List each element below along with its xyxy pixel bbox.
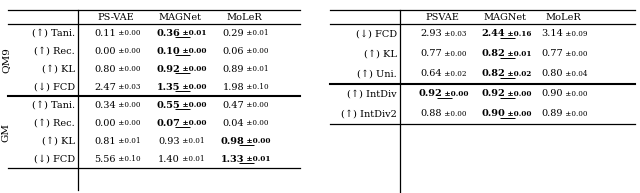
Text: ±0.00: ±0.00	[442, 50, 467, 58]
Text: ±0.00: ±0.00	[180, 65, 207, 73]
Text: (↑) KL: (↑) KL	[42, 136, 75, 146]
Text: (↑) Rec.: (↑) Rec.	[35, 47, 75, 56]
Text: 0.82: 0.82	[481, 69, 505, 79]
Text: ±0.01: ±0.01	[244, 155, 271, 163]
Text: ±0.01: ±0.01	[180, 29, 207, 37]
Text: ±0.01: ±0.01	[244, 29, 269, 37]
Text: ±0.02: ±0.02	[442, 70, 467, 78]
Text: ±0.10: ±0.10	[116, 155, 141, 163]
Text: 0.04: 0.04	[222, 119, 244, 128]
Text: 0.77: 0.77	[541, 49, 563, 58]
Text: (↑) KL: (↑) KL	[364, 49, 397, 58]
Text: (↑) IntDiv2: (↑) IntDiv2	[341, 109, 397, 119]
Text: ±0.09: ±0.09	[563, 30, 588, 38]
Text: ±0.00: ±0.00	[244, 137, 271, 145]
Text: 0.64: 0.64	[420, 69, 442, 79]
Text: 0.07: 0.07	[156, 119, 180, 128]
Text: 2.47: 2.47	[94, 82, 116, 91]
Text: ±0.10: ±0.10	[244, 83, 269, 91]
Text: 0.92: 0.92	[481, 90, 505, 98]
Text: ±0.00: ±0.00	[563, 110, 588, 118]
Text: ±0.00: ±0.00	[180, 83, 207, 91]
Text: ±0.00: ±0.00	[180, 119, 207, 127]
Text: ±0.00: ±0.00	[244, 119, 269, 127]
Text: ±0.00: ±0.00	[505, 110, 531, 118]
Text: ±0.01: ±0.01	[180, 155, 205, 163]
Text: 0.77: 0.77	[420, 49, 442, 58]
Text: 0.06: 0.06	[223, 47, 244, 56]
Text: 0.81: 0.81	[94, 136, 116, 146]
Text: ±0.00: ±0.00	[116, 29, 141, 37]
Text: 0.80: 0.80	[541, 69, 563, 79]
Text: 0.55: 0.55	[156, 101, 180, 109]
Text: ±0.00: ±0.00	[563, 50, 588, 58]
Text: 0.89: 0.89	[223, 64, 244, 74]
Text: (↑) Tani.: (↑) Tani.	[32, 101, 75, 109]
Text: ±0.16: ±0.16	[505, 30, 531, 38]
Text: ±0.00: ±0.00	[180, 101, 207, 109]
Text: (↓) FCD: (↓) FCD	[356, 30, 397, 38]
Text: ±0.01: ±0.01	[244, 65, 269, 73]
Text: MoLeR: MoLeR	[226, 13, 262, 21]
Text: ±0.00: ±0.00	[116, 47, 141, 55]
Text: ±0.00: ±0.00	[244, 47, 269, 55]
Text: (↓) FCD: (↓) FCD	[34, 155, 75, 163]
Text: ±0.01: ±0.01	[180, 137, 205, 145]
Text: (↑) Rec.: (↑) Rec.	[35, 119, 75, 128]
Text: MAGNet: MAGNet	[159, 13, 202, 21]
Text: 2.93: 2.93	[420, 30, 442, 38]
Text: ±0.00: ±0.00	[116, 119, 141, 127]
Text: 3.14: 3.14	[541, 30, 563, 38]
Text: 0.92: 0.92	[419, 90, 442, 98]
Text: 2.44: 2.44	[481, 30, 505, 38]
Text: 0.82: 0.82	[481, 49, 505, 58]
Text: (↑) KL: (↑) KL	[42, 64, 75, 74]
Text: MoLeR: MoLeR	[545, 13, 581, 21]
Text: (↓) FCD: (↓) FCD	[34, 82, 75, 91]
Text: 0.00: 0.00	[95, 119, 116, 128]
Text: (↑) Tani.: (↑) Tani.	[32, 29, 75, 37]
Text: 0.47: 0.47	[222, 101, 244, 109]
Text: 0.92: 0.92	[156, 64, 180, 74]
Text: 0.29: 0.29	[222, 29, 244, 37]
Text: ±0.00: ±0.00	[116, 65, 141, 73]
Text: ±0.00: ±0.00	[442, 110, 467, 118]
Text: 1.35: 1.35	[157, 82, 180, 91]
Text: (↑) Uni.: (↑) Uni.	[357, 69, 397, 79]
Text: GM: GM	[1, 123, 10, 141]
Text: ±0.01: ±0.01	[116, 137, 141, 145]
Text: MAGNet: MAGNet	[483, 13, 527, 21]
Text: 0.90: 0.90	[481, 109, 505, 119]
Text: PS-VAE: PS-VAE	[98, 13, 134, 21]
Text: 0.00: 0.00	[95, 47, 116, 56]
Text: ±0.04: ±0.04	[563, 70, 588, 78]
Text: 0.98: 0.98	[220, 136, 244, 146]
Text: ±0.00: ±0.00	[442, 90, 468, 98]
Text: QM9: QM9	[1, 47, 10, 73]
Text: 0.34: 0.34	[94, 101, 116, 109]
Text: 0.80: 0.80	[95, 64, 116, 74]
Text: 5.56: 5.56	[95, 155, 116, 163]
Text: ±0.00: ±0.00	[116, 101, 141, 109]
Text: ±0.00: ±0.00	[180, 47, 207, 55]
Text: 0.10: 0.10	[156, 47, 180, 56]
Text: ±0.01: ±0.01	[505, 50, 531, 58]
Text: ±0.00: ±0.00	[505, 90, 531, 98]
Text: (↑) IntDiv: (↑) IntDiv	[348, 90, 397, 98]
Text: 0.90: 0.90	[541, 90, 563, 98]
Text: 1.33: 1.33	[221, 155, 244, 163]
Text: ±0.02: ±0.02	[505, 70, 531, 78]
Text: ±0.00: ±0.00	[244, 101, 269, 109]
Text: ±0.03: ±0.03	[116, 83, 140, 91]
Text: 0.36: 0.36	[156, 29, 180, 37]
Text: 0.11: 0.11	[94, 29, 116, 37]
Text: 0.89: 0.89	[541, 109, 563, 119]
Text: PSVAE: PSVAE	[425, 13, 459, 21]
Text: 1.98: 1.98	[222, 82, 244, 91]
Text: ±0.00: ±0.00	[563, 90, 588, 98]
Text: 1.40: 1.40	[158, 155, 180, 163]
Text: 0.88: 0.88	[420, 109, 442, 119]
Text: 0.93: 0.93	[158, 136, 180, 146]
Text: ±0.03: ±0.03	[442, 30, 467, 38]
